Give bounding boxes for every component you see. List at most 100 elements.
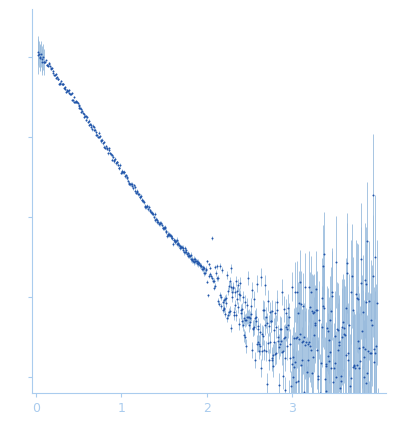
Point [149, 209, 156, 216]
Point [223, 315, 230, 322]
Point [193, 258, 199, 265]
Point [189, 257, 195, 264]
Point [279, 349, 285, 356]
Point [348, 273, 355, 280]
Point [255, 323, 261, 330]
Point [247, 310, 254, 317]
Point [147, 208, 154, 215]
Point [55, 76, 61, 83]
Point [69, 97, 75, 104]
Point [245, 274, 251, 281]
Point [281, 334, 287, 341]
Point [186, 252, 193, 259]
Point [335, 339, 342, 346]
Point [265, 297, 271, 304]
Point [310, 353, 316, 360]
Point [338, 378, 345, 385]
Point [39, 58, 45, 65]
Point [92, 126, 98, 133]
Point [365, 347, 371, 354]
Point [282, 355, 288, 362]
Point [307, 347, 314, 354]
Point [207, 264, 213, 271]
Point [346, 322, 352, 329]
Point [335, 346, 341, 353]
Point [289, 361, 296, 368]
Point [255, 326, 261, 333]
Point [336, 342, 342, 349]
Point [213, 270, 219, 277]
Point [368, 316, 374, 323]
Point [238, 317, 245, 324]
Point [287, 354, 294, 361]
Point [134, 189, 140, 196]
Point [49, 65, 55, 72]
Point [161, 225, 167, 232]
Point [102, 145, 108, 152]
Point [78, 105, 85, 112]
Point [374, 299, 380, 306]
Point [76, 103, 82, 110]
Point [333, 258, 339, 265]
Point [372, 253, 378, 260]
Point [245, 313, 251, 320]
Point [67, 91, 73, 98]
Point [342, 430, 348, 437]
Point [59, 81, 66, 88]
Point [53, 75, 59, 82]
Point [372, 349, 378, 356]
Point [232, 302, 238, 309]
Point [355, 338, 361, 345]
Point [111, 158, 117, 165]
Point [177, 243, 183, 250]
Point [147, 207, 153, 214]
Point [339, 333, 345, 340]
Point [221, 310, 228, 317]
Point [168, 233, 175, 240]
Point [217, 302, 224, 309]
Point [290, 363, 297, 370]
Point [44, 62, 50, 69]
Point [251, 296, 257, 303]
Point [285, 321, 291, 328]
Point [130, 184, 136, 191]
Point [90, 122, 96, 129]
Point [108, 152, 115, 159]
Point [268, 318, 274, 325]
Point [227, 278, 233, 285]
Point [148, 209, 154, 216]
Point [347, 382, 353, 389]
Point [372, 342, 379, 349]
Point [96, 134, 102, 141]
Point [238, 306, 244, 313]
Point [317, 390, 323, 397]
Point [350, 364, 356, 371]
Point [370, 273, 376, 280]
Point [258, 274, 264, 281]
Point [258, 364, 264, 371]
Point [61, 84, 67, 91]
Point [35, 49, 41, 55]
Point [343, 304, 349, 311]
Point [345, 356, 351, 363]
Point [123, 172, 129, 179]
Point [353, 291, 359, 298]
Point [344, 350, 351, 357]
Point [187, 253, 193, 260]
Point [221, 305, 227, 312]
Point [215, 298, 221, 305]
Point [361, 353, 367, 360]
Point [52, 70, 59, 77]
Point [284, 326, 290, 333]
Point [286, 390, 292, 397]
Point [261, 307, 267, 314]
Point [311, 331, 317, 338]
Point [297, 331, 304, 338]
Point [273, 349, 279, 356]
Point [77, 105, 83, 112]
Point [297, 279, 303, 286]
Point [135, 191, 141, 198]
Point [111, 157, 117, 164]
Point [244, 302, 251, 309]
Point [178, 243, 185, 250]
